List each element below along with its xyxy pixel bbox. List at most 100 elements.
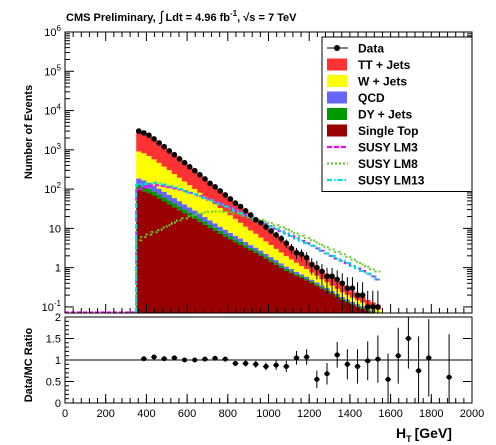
data-point <box>283 240 290 246</box>
stack-bar <box>253 219 259 234</box>
stack-bar <box>258 250 264 254</box>
data-point <box>135 128 142 134</box>
stack-bar <box>299 277 305 313</box>
legend-label: W + Jets <box>358 75 407 89</box>
data-point <box>181 159 188 166</box>
data-point <box>314 264 320 271</box>
stack-bar <box>258 237 264 251</box>
stack-bar <box>324 291 330 313</box>
y-axis-label: Number of Events <box>23 85 35 179</box>
data-point <box>349 285 356 291</box>
x-axis-label: HT [GeV] <box>396 425 452 444</box>
stack-bar <box>166 200 173 205</box>
stack-bar <box>217 226 224 231</box>
stack-bar <box>309 281 315 284</box>
stack-bar <box>197 174 203 193</box>
stack-bar <box>217 230 224 234</box>
stack-bar <box>146 182 152 189</box>
stack-bar <box>273 248 280 261</box>
legend-entry: Single Top <box>327 124 418 138</box>
stack-bar <box>278 263 285 266</box>
stack-bar <box>222 233 229 237</box>
ratio-point <box>283 363 289 369</box>
stack-bar <box>141 191 147 313</box>
ratio-point <box>385 376 391 382</box>
stack-bar <box>288 271 295 274</box>
stack-bar <box>268 245 274 258</box>
stack-bar <box>334 296 341 313</box>
stack-bar <box>283 266 290 269</box>
ratio-point <box>375 356 381 362</box>
stack-bar <box>278 267 285 313</box>
stack-bar <box>151 159 157 186</box>
stack-bar <box>268 257 274 260</box>
data-point <box>217 188 223 194</box>
stack-bar <box>232 218 239 236</box>
ratio-point <box>151 354 157 360</box>
ratio-point <box>141 356 147 362</box>
data-point <box>278 235 285 242</box>
data-point <box>207 180 213 187</box>
stack-bar <box>293 275 300 313</box>
legend-swatch <box>327 108 347 120</box>
ratio-y-axis-label: Data/MC Ratio <box>23 327 35 402</box>
legend-entry: DY + Jets <box>327 108 412 122</box>
stack-bar <box>146 136 152 157</box>
ratio-point <box>344 361 350 367</box>
stack-bar <box>156 143 163 163</box>
stack-bar <box>151 191 157 196</box>
stack-bar <box>304 276 310 279</box>
ratio-point <box>355 363 361 369</box>
ratio-point <box>304 354 310 360</box>
stack-bar <box>171 207 178 313</box>
stack-bar <box>187 185 193 208</box>
x-tick-label: 1400 <box>338 408 362 420</box>
stack-bar <box>329 294 336 313</box>
stack-bar <box>192 170 198 189</box>
ratio-point <box>171 355 177 361</box>
stack-bar <box>258 223 264 238</box>
y-tick-label: 104 <box>44 103 61 118</box>
data-point <box>146 132 152 139</box>
stack-bar <box>212 223 219 228</box>
stack-bar <box>283 256 290 267</box>
ratio-point <box>446 374 452 380</box>
ratio-point <box>273 362 279 368</box>
stack-bar <box>197 221 203 313</box>
data-point <box>247 212 254 218</box>
legend-label: TT + Jets <box>358 58 411 72</box>
data-point <box>324 273 330 280</box>
stack-bar <box>156 162 163 189</box>
stack-bar <box>136 184 142 190</box>
legend-label: SUSY LM13 <box>358 174 425 188</box>
stack-bar <box>202 217 208 222</box>
stack-bar <box>217 191 224 209</box>
stack-bar <box>304 280 310 313</box>
stack-bar <box>314 285 320 313</box>
data-point <box>156 140 162 146</box>
stack-bar <box>187 167 193 186</box>
data-point <box>359 292 366 298</box>
stack-bar <box>156 194 163 199</box>
stack-bar <box>293 273 300 276</box>
x-tick-label: 2000 <box>460 408 484 420</box>
data-point <box>354 292 361 298</box>
ratio-point <box>395 353 401 359</box>
stack-bar <box>273 235 280 249</box>
stack-bar <box>268 259 274 262</box>
ratio-point <box>182 357 188 363</box>
stack-bar <box>263 227 269 242</box>
stack-bar <box>273 260 280 263</box>
stack-bar <box>263 241 269 254</box>
stack-bar <box>141 153 147 181</box>
x-tick-label: 1600 <box>378 408 402 420</box>
stack-bar <box>151 185 157 192</box>
stack-bar <box>273 262 280 265</box>
stack-bar <box>309 279 315 282</box>
stack-layer-dy-jets <box>136 184 376 313</box>
stacked-histogram <box>65 131 381 313</box>
x-tick-label: 1000 <box>256 408 280 420</box>
stack-bar <box>197 213 203 219</box>
stack-bar <box>207 200 213 221</box>
